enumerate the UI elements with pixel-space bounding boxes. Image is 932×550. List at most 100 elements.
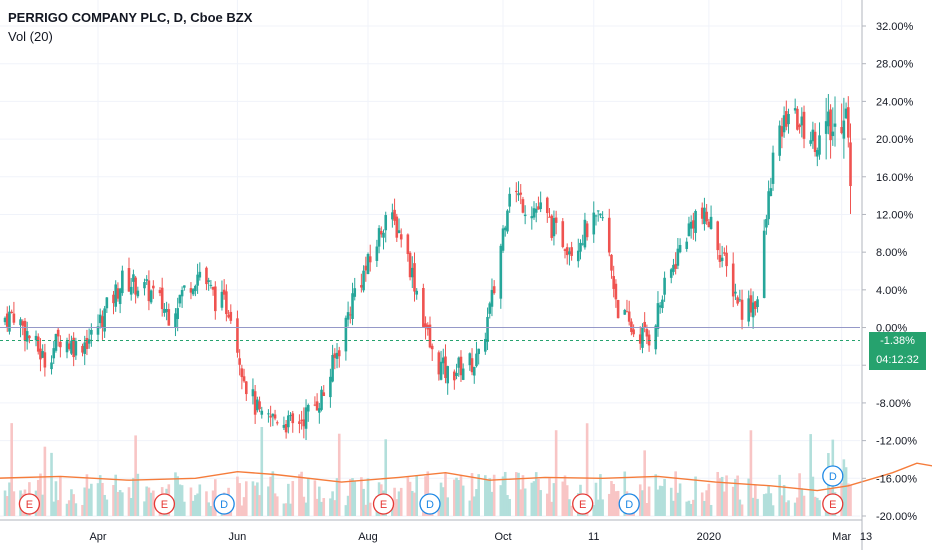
candle-body [570, 247, 573, 256]
volume-bar [50, 452, 53, 516]
volume-bar [180, 485, 184, 516]
dividend-marker[interactable]: D [822, 465, 844, 487]
candle-body [19, 319, 22, 326]
candle-body [5, 313, 9, 327]
candle-body [395, 216, 399, 238]
candle-body [298, 421, 301, 424]
volume-bar [718, 478, 722, 516]
symbol-title[interactable]: PERRIGO COMPANY PLC, D, Cboe BZX [8, 10, 253, 25]
y-tick-label: -20.00% [876, 511, 917, 523]
time-axis[interactable]: Apr Jun Aug Oct 11 2020 Mar 13 [0, 519, 872, 543]
volume-bar [391, 503, 394, 516]
candle-body [612, 276, 615, 289]
dividend-marker[interactable]: D [213, 493, 235, 515]
dividend-marker[interactable]: D [618, 493, 640, 515]
event-markers[interactable]: E E D E D E D E D [18, 465, 844, 515]
volume-bar [468, 500, 472, 516]
dividend-marker[interactable]: D [419, 493, 441, 515]
candle-body [180, 290, 184, 297]
volume-bar [601, 499, 604, 516]
volume-bar [96, 483, 100, 516]
candle-body [415, 290, 419, 295]
candle-body [191, 289, 195, 295]
volume-bar [214, 479, 217, 516]
candle-body [674, 263, 677, 269]
candle-body [275, 422, 279, 424]
volume-bar [333, 500, 337, 516]
candle-body [738, 299, 742, 301]
volume-bar [132, 477, 135, 516]
volume-bar [647, 486, 651, 516]
volume-bar [585, 423, 589, 516]
candle-body [227, 314, 230, 318]
earnings-marker[interactable]: E [18, 493, 41, 515]
volume-bar [59, 476, 62, 516]
candle-body [351, 293, 354, 319]
candle-body [740, 299, 744, 320]
marker-label: E [829, 499, 836, 511]
candle-body [253, 391, 257, 415]
candle-body [707, 221, 711, 228]
volume-bar [809, 434, 812, 516]
volume-bar [641, 490, 644, 516]
volume-bar [756, 498, 759, 516]
y-tick-label: 28.00% [876, 59, 914, 71]
candle-body [220, 291, 224, 308]
volume-bar [10, 423, 13, 516]
candle-body [842, 120, 846, 139]
candle-body [641, 327, 644, 348]
candle-body [705, 211, 708, 222]
volume-bar [455, 477, 458, 516]
candle-body [399, 234, 403, 240]
x-tick-label: Oct [494, 531, 511, 543]
volume-bar [85, 474, 89, 516]
volume-indicator-label[interactable]: Vol (20) [8, 29, 53, 44]
volume-bar [700, 492, 704, 516]
volume-bar [12, 491, 16, 516]
volume-bar [329, 498, 332, 516]
earnings-marker[interactable]: E [153, 493, 176, 515]
volume-bar [415, 475, 419, 516]
candle-body [158, 290, 162, 294]
candle-body [827, 111, 830, 127]
candle-body [194, 285, 197, 292]
volume-bar [176, 476, 179, 516]
candle-body [375, 246, 379, 261]
candle-body [459, 356, 463, 376]
earnings-marker[interactable]: E [572, 493, 594, 515]
volume-bar [287, 483, 290, 516]
candle-body [183, 285, 186, 288]
candle-body [601, 217, 604, 219]
earnings-marker[interactable]: E [822, 493, 844, 515]
candle-body [384, 215, 388, 231]
volume-bar [610, 481, 613, 516]
volume-bar [842, 459, 846, 516]
volume-bar [346, 495, 350, 516]
earnings-marker[interactable]: E [372, 493, 395, 515]
candle-body [523, 214, 527, 217]
candle-body [205, 267, 208, 285]
candle-body [397, 230, 401, 234]
volume-bar [205, 491, 208, 516]
candle-body [506, 210, 509, 232]
candle-body [43, 352, 47, 368]
candle-body [300, 419, 303, 421]
price-axis[interactable]: 32.00% 28.00% 24.00% 20.00% 16.00% 12.00% 8.00… [861, 0, 917, 550]
marker-circle [153, 493, 176, 515]
volume-bar [87, 488, 91, 516]
volume-bar [503, 471, 507, 516]
marker-circle [213, 493, 235, 515]
candle-body [105, 297, 109, 309]
candle-body [530, 216, 534, 219]
marker-label: E [161, 499, 168, 511]
y-tick-label: 4.00% [876, 285, 907, 297]
candle-body [225, 291, 228, 315]
volume-bar [769, 493, 773, 516]
candle-body [422, 288, 425, 327]
volume-bar [685, 501, 689, 516]
volume-bar [596, 499, 600, 516]
volume-ma-line [0, 462, 932, 492]
candle-body [656, 303, 660, 329]
candle-body [824, 121, 828, 134]
